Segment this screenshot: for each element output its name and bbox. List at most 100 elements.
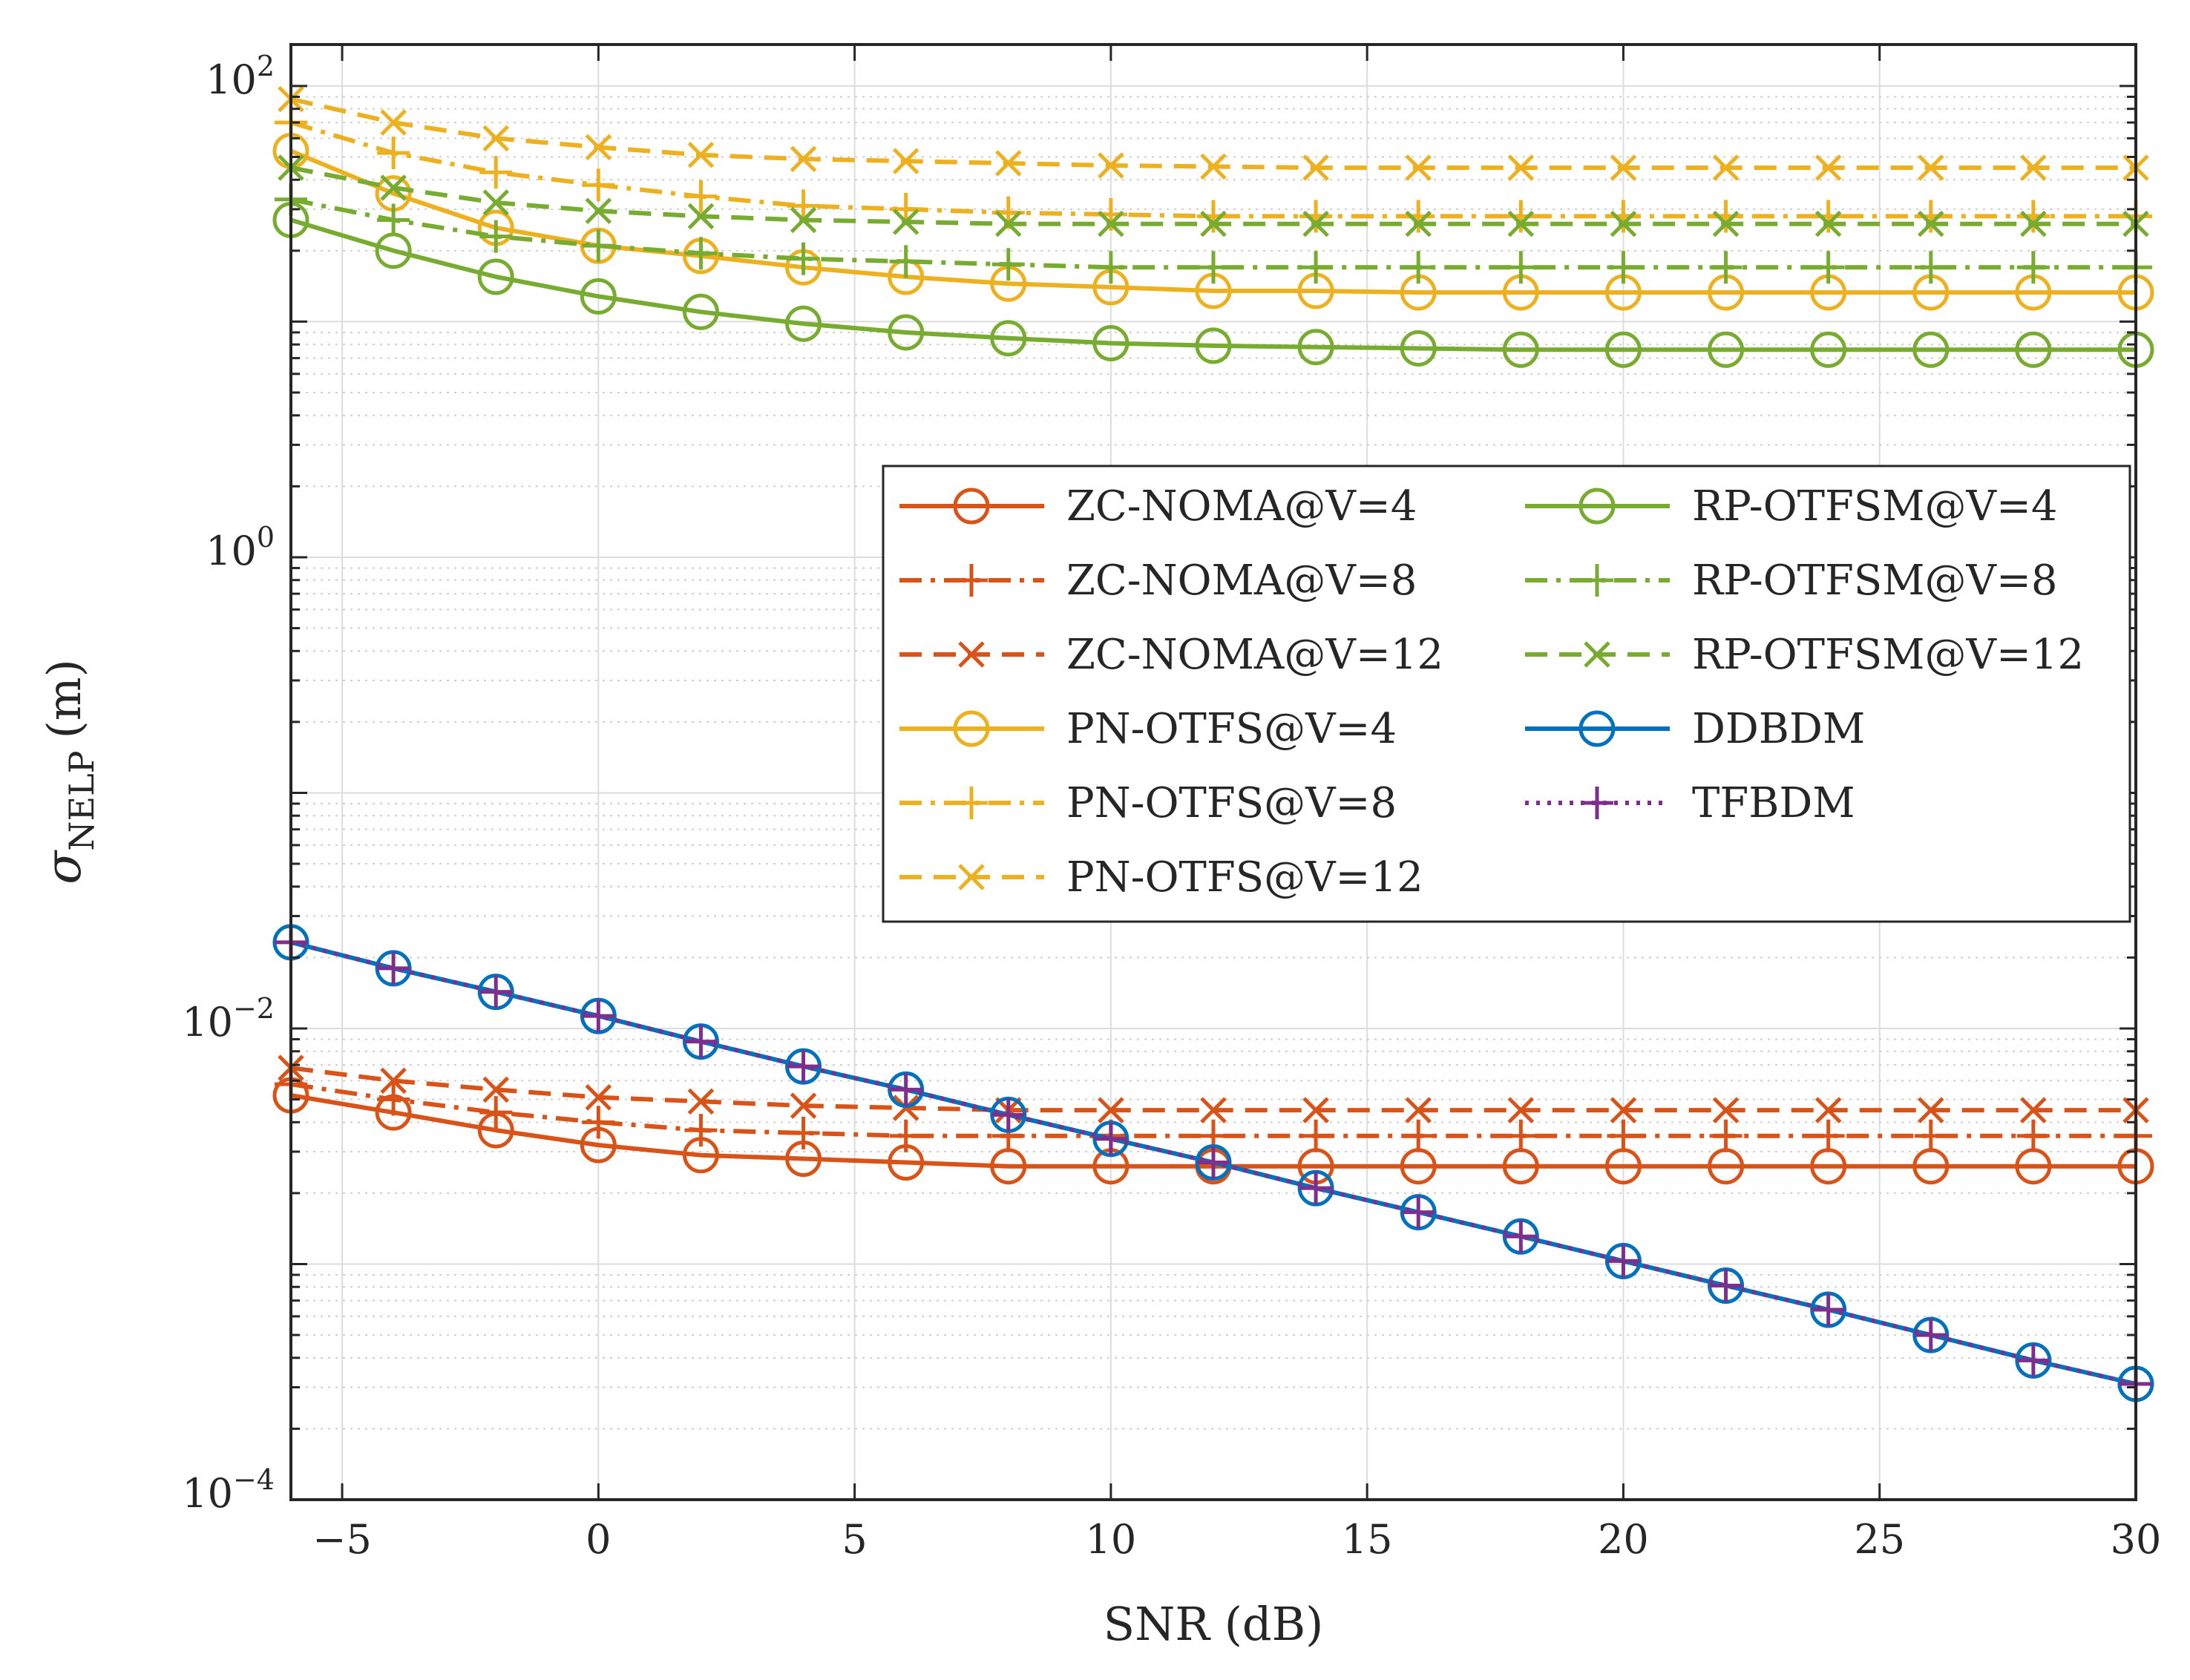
legend-marker-zc-noma-v-4 — [953, 488, 990, 525]
legend-item-ddbdm: DDBDM — [1525, 705, 1865, 753]
data-point-rp-otfsm-v-4 — [2015, 331, 2052, 368]
data-point-zc-noma-v-12 — [482, 1076, 509, 1103]
data-point-zc-noma-v-8 — [1812, 1119, 1845, 1152]
x-tick-label: 0 — [586, 1516, 611, 1563]
data-point-pn-otfs-v-8 — [1197, 200, 1230, 233]
series-pn-otfs-v-12 — [278, 85, 2149, 181]
data-point-rp-otfsm-v-4 — [1502, 331, 1539, 368]
data-point-pn-otfs-v-12 — [380, 109, 407, 136]
data-point-tfbdm — [787, 1050, 820, 1083]
data-point-rp-otfsm-v-8 — [1299, 251, 1333, 284]
data-point-pn-otfs-v-12 — [1610, 154, 1637, 181]
data-point-zc-noma-v-8 — [1914, 1119, 1947, 1152]
data-point-pn-otfs-v-12 — [790, 145, 817, 173]
data-point-rp-otfsm-v-12 — [1507, 210, 1535, 237]
data-point-zc-noma-v-12 — [1302, 1097, 1329, 1123]
data-point-pn-otfs-v-12 — [1814, 154, 1842, 181]
data-point-pn-otfs-v-8 — [1709, 200, 1743, 233]
data-point-pn-otfs-v-8 — [582, 168, 615, 202]
data-point-pn-otfs-v-8 — [479, 156, 513, 189]
data-point-rp-otfsm-v-8 — [1812, 251, 1845, 284]
data-point-rp-otfsm-v-8 — [787, 242, 820, 275]
data-point-tfbdm — [2016, 1344, 2050, 1377]
data-point-zc-noma-v-8 — [1709, 1119, 1743, 1152]
x-tick-label: 25 — [1854, 1516, 1905, 1563]
data-point-pn-otfs-v-12 — [1918, 154, 1944, 181]
data-point-rp-otfsm-v-8 — [991, 248, 1025, 281]
legend-label-pn-otfs-v-4: PN-OTFS@V=4 — [1066, 705, 1397, 753]
data-point-zc-noma-v-12 — [2020, 1097, 2047, 1123]
y-tick-label: 10−4 — [182, 1463, 275, 1517]
data-point-zc-noma-v-12 — [892, 1095, 919, 1121]
data-point-rp-otfsm-v-12 — [1302, 210, 1329, 237]
data-point-pn-otfs-v-12 — [1712, 154, 1740, 181]
data-point-rp-otfsm-v-12 — [1814, 210, 1842, 237]
y-axis-unit: (m) — [37, 659, 91, 738]
data-point-rp-otfsm-v-4 — [682, 293, 719, 330]
data-point-tfbdm — [377, 951, 410, 985]
data-point-pn-otfs-v-12 — [1098, 152, 1124, 179]
legend-item-pn-otfs-v-4: PN-OTFS@V=4 — [899, 705, 1397, 753]
data-point-zc-noma-v-8 — [2016, 1119, 2050, 1152]
legend-item-zc-noma-v-12: ZC-NOMA@V=12 — [899, 631, 1443, 679]
data-point-pn-otfs-v-12 — [892, 148, 919, 174]
data-point-rp-otfsm-v-12 — [2020, 210, 2047, 237]
data-point-pn-otfs-v-8 — [1299, 200, 1333, 233]
data-point-zc-noma-v-8 — [1504, 1119, 1538, 1152]
legend-label-zc-noma-v-8: ZC-NOMA@V=8 — [1066, 557, 1417, 605]
data-point-pn-otfs-v-8 — [1504, 200, 1538, 233]
data-point-rp-otfsm-v-8 — [1197, 251, 1230, 284]
data-point-rp-otfsm-v-12 — [585, 197, 612, 225]
legend-label-ddbdm: DDBDM — [1692, 705, 1865, 753]
data-point-zc-noma-v-12 — [1098, 1097, 1124, 1123]
data-point-rp-otfsm-v-12 — [790, 206, 817, 234]
legend-label-pn-otfs-v-12: PN-OTFS@V=12 — [1066, 853, 1423, 902]
legend-item-zc-noma-v-8: ZC-NOMA@V=8 — [899, 557, 1417, 605]
data-point-pn-otfs-v-12 — [585, 134, 612, 161]
legend-marker-pn-otfs-v-12 — [958, 864, 985, 890]
data-point-zc-noma-v-12 — [1405, 1097, 1432, 1123]
series-rp-otfsm-v-4 — [272, 201, 2154, 368]
data-point-tfbdm — [582, 1000, 615, 1033]
x-tick-label: 10 — [1086, 1516, 1137, 1563]
data-point-pn-otfs-v-12 — [1405, 154, 1432, 181]
data-point-rp-otfsm-v-12 — [892, 209, 919, 235]
data-point-zc-noma-v-12 — [585, 1084, 612, 1111]
x-tick-label: 20 — [1598, 1516, 1649, 1563]
data-point-zc-noma-v-12 — [1610, 1097, 1637, 1123]
y-axis-label: σNELP (m) — [35, 659, 102, 885]
legend-label-pn-otfs-v-8: PN-OTFS@V=8 — [1066, 779, 1397, 827]
legend-item-tfbdm: TFBDM — [1525, 779, 1855, 827]
legend-marker-tfbdm — [1581, 787, 1613, 819]
series-line-rp-otfsm-v-4 — [290, 217, 2136, 352]
data-point-rp-otfsm-v-8 — [889, 245, 922, 278]
legend-marker-ddbdm — [1578, 710, 1616, 747]
data-point-zc-noma-v-8 — [684, 1114, 718, 1147]
x-tick-label: −5 — [312, 1516, 372, 1563]
data-point-zc-noma-v-12 — [1712, 1097, 1740, 1123]
legend-marker-rp-otfsm-v-8 — [1581, 564, 1613, 597]
legend-item-rp-otfsm-v-8: RP-OTFSM@V=8 — [1525, 557, 2058, 605]
data-point-rp-otfsm-v-12 — [380, 174, 407, 201]
data-point-rp-otfsm-v-4 — [477, 258, 514, 295]
legend-label-zc-noma-v-12: ZC-NOMA@V=12 — [1066, 631, 1443, 679]
data-point-tfbdm — [1504, 1220, 1538, 1253]
data-point-tfbdm — [1607, 1244, 1640, 1278]
data-point-pn-otfs-v-12 — [687, 141, 715, 168]
data-point-tfbdm — [889, 1073, 922, 1106]
data-point-rp-otfsm-v-12 — [995, 210, 1022, 237]
data-point-zc-noma-v-12 — [1200, 1097, 1227, 1123]
data-point-zc-noma-v-12 — [380, 1067, 407, 1095]
data-point-rp-otfsm-v-12 — [1200, 210, 1227, 237]
legend-marker-pn-otfs-v-8 — [955, 787, 988, 819]
y-axis-subscript: NELP — [62, 750, 102, 850]
y-axis-symbol: σ — [35, 850, 92, 885]
data-point-zc-noma-v-8 — [582, 1106, 615, 1139]
data-point-zc-noma-v-8 — [1402, 1119, 1435, 1152]
data-point-tfbdm — [1094, 1122, 1127, 1155]
data-point-rp-otfsm-v-8 — [1914, 251, 1947, 284]
y-tick-label: 100 — [206, 521, 275, 574]
data-point-zc-noma-v-12 — [687, 1088, 715, 1115]
data-point-zc-noma-v-8 — [787, 1116, 820, 1149]
data-point-pn-otfs-v-8 — [1607, 200, 1640, 233]
